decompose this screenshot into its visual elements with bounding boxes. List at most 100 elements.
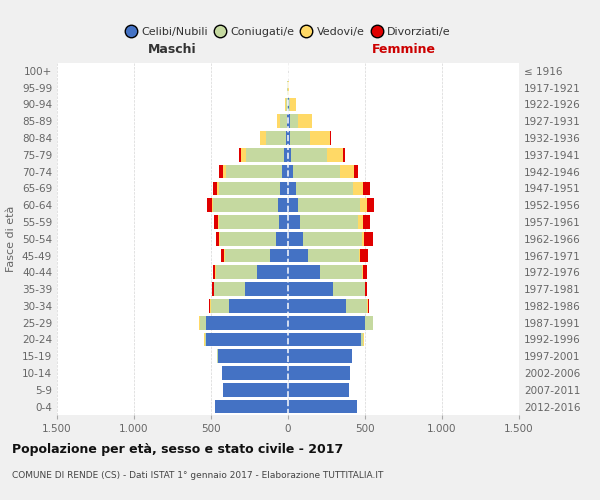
Bar bbox=[245, 282, 288, 296]
Bar bbox=[288, 81, 289, 94]
Bar bbox=[266, 131, 288, 145]
Bar bbox=[288, 400, 356, 413]
Bar bbox=[288, 98, 289, 112]
Bar bbox=[288, 164, 340, 178]
Bar bbox=[288, 383, 349, 396]
Bar bbox=[225, 248, 288, 262]
Text: Maschi: Maschi bbox=[148, 43, 197, 56]
Bar bbox=[277, 114, 288, 128]
Bar bbox=[278, 198, 288, 212]
Bar bbox=[288, 266, 320, 279]
Bar bbox=[288, 131, 310, 145]
Bar bbox=[279, 215, 288, 229]
Bar bbox=[269, 248, 288, 262]
Bar bbox=[229, 299, 288, 313]
Bar bbox=[288, 182, 353, 196]
Text: COMUNE DI RENDE (CS) - Dati ISTAT 1° gennaio 2017 - Elaborazione TUTTITALIA.IT: COMUNE DI RENDE (CS) - Dati ISTAT 1° gen… bbox=[12, 471, 383, 480]
Bar bbox=[213, 266, 288, 279]
Bar bbox=[288, 98, 290, 112]
Bar bbox=[288, 81, 289, 94]
Bar bbox=[218, 215, 288, 229]
Bar bbox=[288, 198, 298, 212]
Bar bbox=[223, 383, 288, 396]
Bar bbox=[288, 282, 365, 296]
Bar bbox=[288, 266, 367, 279]
Bar bbox=[223, 383, 288, 396]
Bar bbox=[223, 164, 288, 178]
Bar bbox=[288, 383, 349, 396]
Bar bbox=[288, 164, 354, 178]
Bar bbox=[285, 98, 288, 112]
Bar bbox=[217, 232, 288, 245]
Bar bbox=[217, 350, 288, 363]
Bar bbox=[220, 164, 288, 178]
Bar bbox=[288, 232, 304, 245]
Bar bbox=[288, 148, 345, 162]
Bar bbox=[288, 198, 367, 212]
Bar bbox=[288, 198, 374, 212]
Bar bbox=[212, 182, 288, 196]
Bar bbox=[288, 232, 362, 245]
Bar bbox=[214, 282, 288, 296]
Bar bbox=[288, 215, 370, 229]
Bar bbox=[226, 164, 288, 178]
Bar bbox=[288, 182, 296, 196]
Bar bbox=[288, 215, 362, 229]
Bar bbox=[286, 131, 288, 145]
Bar bbox=[288, 282, 332, 296]
Bar bbox=[212, 282, 288, 296]
Bar bbox=[288, 164, 293, 178]
Bar bbox=[214, 282, 288, 296]
Bar bbox=[288, 350, 352, 363]
Bar bbox=[241, 148, 288, 162]
Bar bbox=[287, 81, 288, 94]
Bar bbox=[215, 400, 288, 413]
Bar bbox=[218, 350, 288, 363]
Bar bbox=[288, 148, 291, 162]
Text: Popolazione per età, sesso e stato civile - 2017: Popolazione per età, sesso e stato civil… bbox=[12, 442, 343, 456]
Bar bbox=[222, 366, 288, 380]
Bar bbox=[206, 332, 288, 346]
Bar bbox=[288, 248, 368, 262]
Bar bbox=[199, 316, 288, 330]
Bar bbox=[288, 332, 364, 346]
Bar bbox=[215, 266, 288, 279]
Bar bbox=[220, 232, 288, 245]
Bar bbox=[288, 400, 356, 413]
Bar bbox=[214, 215, 288, 229]
Bar bbox=[288, 350, 352, 363]
Bar bbox=[288, 350, 352, 363]
Bar bbox=[288, 366, 350, 380]
Bar bbox=[223, 383, 288, 396]
Bar bbox=[222, 366, 288, 380]
Bar bbox=[206, 316, 288, 330]
Bar bbox=[288, 266, 362, 279]
Bar bbox=[288, 266, 362, 279]
Bar bbox=[282, 164, 288, 178]
Bar bbox=[288, 366, 350, 380]
Bar bbox=[288, 198, 359, 212]
Bar bbox=[205, 332, 288, 346]
Bar bbox=[209, 299, 288, 313]
Bar bbox=[288, 316, 365, 330]
Bar bbox=[223, 383, 288, 396]
Bar bbox=[288, 114, 298, 128]
Bar bbox=[288, 400, 356, 413]
Bar bbox=[217, 350, 288, 363]
Bar bbox=[280, 114, 288, 128]
Bar bbox=[205, 332, 288, 346]
Bar bbox=[288, 232, 373, 245]
Bar bbox=[245, 148, 288, 162]
Bar bbox=[288, 316, 373, 330]
Bar bbox=[217, 350, 288, 363]
Bar bbox=[288, 316, 373, 330]
Bar bbox=[288, 131, 330, 145]
Bar bbox=[211, 299, 288, 313]
Bar bbox=[286, 98, 288, 112]
Bar bbox=[224, 248, 288, 262]
Bar bbox=[260, 131, 288, 145]
Bar bbox=[277, 114, 288, 128]
Bar bbox=[222, 366, 288, 380]
Bar bbox=[214, 198, 288, 212]
Bar bbox=[199, 316, 288, 330]
